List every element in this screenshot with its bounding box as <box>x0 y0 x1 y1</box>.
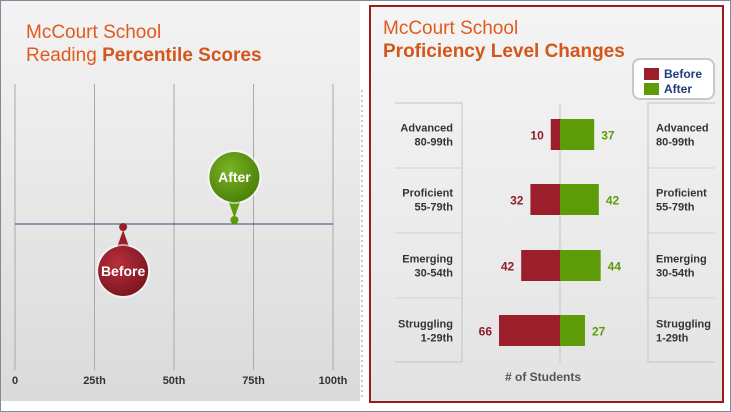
legend-label-after: After <box>664 82 693 96</box>
chart-legend: Before After <box>632 58 715 100</box>
percentile-chart: 0 25th 50th 75th 100th Before After <box>12 84 363 398</box>
legend-label-before: Before <box>664 67 703 81</box>
proficiency-title-school: McCourt School <box>383 18 519 39</box>
x-tick-label: 75th <box>242 375 265 387</box>
after-marker: After <box>207 150 262 224</box>
legend-item-before: Before <box>644 67 702 81</box>
proficiency-title: McCourt School Proficiency Level Changes <box>383 17 625 63</box>
percentile-title-emphasis: Percentile Scores <box>102 45 262 66</box>
proficiency-title-emphasis: Proficiency Level Changes <box>383 41 625 62</box>
legend-item-after: After <box>644 82 692 96</box>
x-tick-label: 100th <box>319 375 348 387</box>
before-marker: Before <box>96 223 151 298</box>
percentile-title-school: McCourt School <box>26 22 162 43</box>
percentile-title-prefix: Reading <box>26 45 103 66</box>
marker-label: Before <box>101 263 146 279</box>
x-tick-label: 0 <box>12 375 18 387</box>
legend-swatch-after <box>644 83 659 95</box>
percentile-panel <box>1 1 360 401</box>
percentile-title: McCourt School Reading Percentile Scores <box>26 21 262 67</box>
marker-label: After <box>218 169 251 185</box>
x-tick-label: 25th <box>83 375 106 387</box>
legend-swatch-before <box>644 68 659 80</box>
x-tick-label: 50th <box>163 375 186 387</box>
